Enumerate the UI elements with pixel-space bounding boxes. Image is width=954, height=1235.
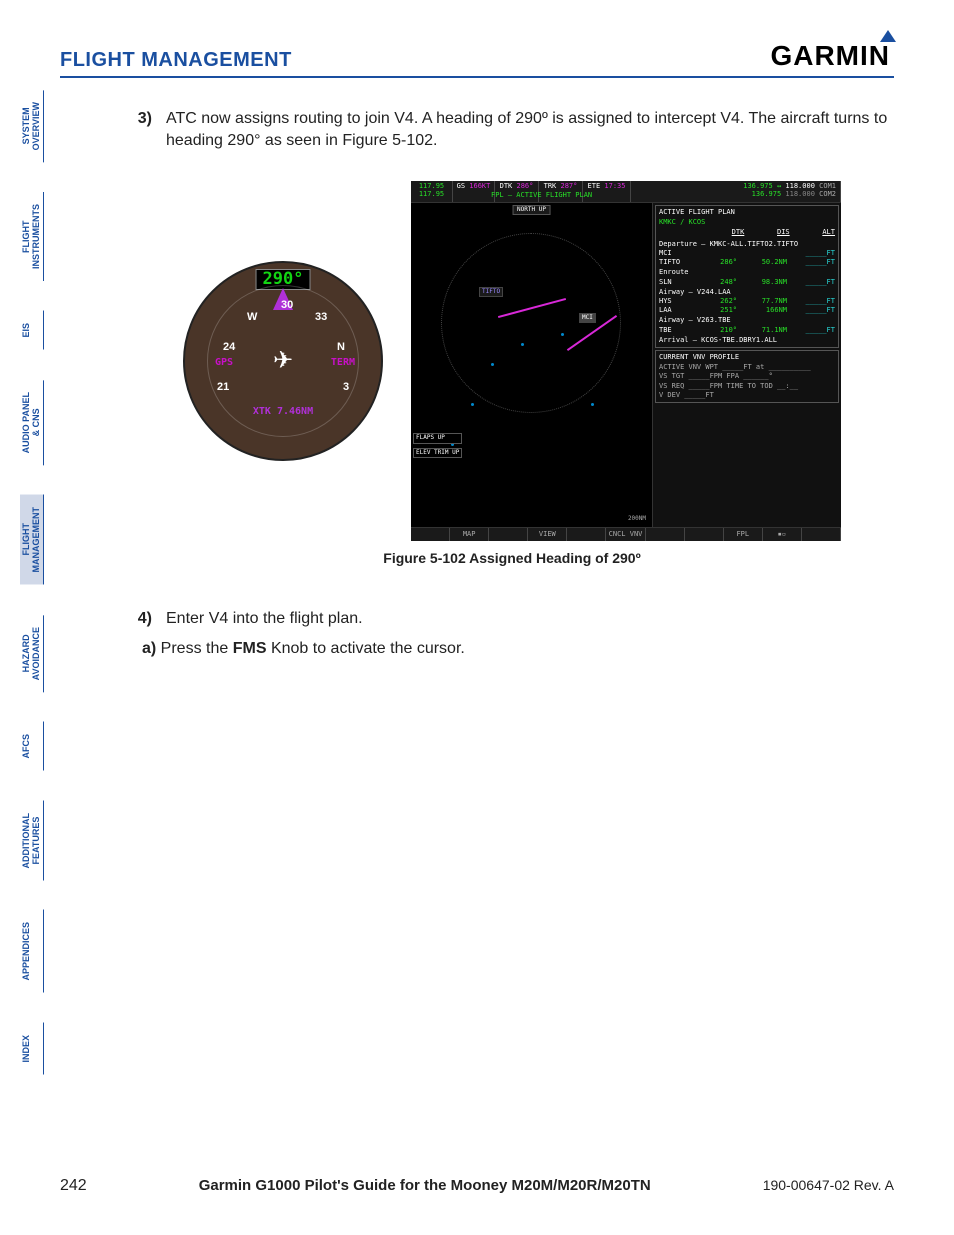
fpl-route: KMKC / KCOS <box>659 218 835 227</box>
section-title: FLIGHT MANAGEMENT <box>60 49 292 72</box>
sidebar-tab[interactable]: SYSTEM OVERVIEW <box>20 90 44 162</box>
page-header: FLIGHT MANAGEMENT GARMIN <box>60 40 894 78</box>
garmin-logo: GARMIN <box>770 40 894 72</box>
softkey[interactable] <box>567 528 606 541</box>
figure-row: 290° ✈ GPS TERM XTK 7.46NM 30 W 33 24 N … <box>130 181 894 541</box>
map-scale: 200NM <box>628 515 646 523</box>
sidebar-tab[interactable]: HAZARD AVOIDANCE <box>20 615 44 692</box>
fpl-row: MCI_____FT <box>659 249 835 258</box>
fpl-row: SLN248°98.3NM_____FT <box>659 278 835 287</box>
softkey-bar: MAP VIEW CNCL VNV FPL ▪▫ <box>411 527 841 541</box>
mfd-map: NORTH UP TIFTO MCI 200NM <box>411 203 653 527</box>
aircraft-icon: ✈ <box>273 345 293 377</box>
step-3: 3) ATC now assigns routing to join V4. A… <box>130 108 894 151</box>
document-title: Garmin G1000 Pilot's Guide for the Moone… <box>199 1177 651 1194</box>
step-text: Enter V4 into the flight plan. <box>166 608 894 630</box>
mfd-page-title: FPL – ACTIVE FLIGHT PLAN <box>491 191 592 200</box>
compass-card: 30 <box>281 299 293 311</box>
sidebar-tab[interactable]: ADDITIONAL FEATURES <box>20 801 44 881</box>
sidebar-tab[interactable]: AUDIO PANEL & CNS <box>20 380 44 465</box>
page-footer: 242 Garmin G1000 Pilot's Guide for the M… <box>60 1177 894 1195</box>
active-fpl-box: ACTIVE FLIGHT PLAN KMKC / KCOS DTK DIS A… <box>655 205 839 348</box>
com-freq: 136.975 ↔ 118.000 COM1 136.975 118.000 C… <box>631 181 841 202</box>
sidebar-tab[interactable]: FLIGHT MANAGEMENT <box>20 495 44 585</box>
hsi-phase: TERM <box>331 357 355 368</box>
hsi-instrument: 290° ✈ GPS TERM XTK 7.46NM 30 W 33 24 N … <box>183 261 383 461</box>
nav-sidebar: SYSTEM OVERVIEW FLIGHT INSTRUMENTS EIS AUDI… <box>20 90 44 1074</box>
step-number: 3) <box>130 108 152 151</box>
softkey-cncl-vnv[interactable]: CNCL VNV <box>606 528 645 541</box>
sidebar-tab[interactable]: AFCS <box>20 722 44 771</box>
softkey[interactable] <box>802 528 841 541</box>
north-up-label: NORTH UP <box>512 205 551 215</box>
step-text: ATC now assigns routing to join V4. A he… <box>166 108 894 151</box>
fpl-departure: Departure – KMKC-ALL.TIFTO2.TIFTO <box>659 239 835 249</box>
compass-card: N <box>337 341 345 353</box>
fpl-airway2: Airway – V263.TBE <box>659 315 835 325</box>
fpl-row: TIFTO286°50.2NM_____FT <box>659 258 835 267</box>
compass-card: W <box>247 311 257 323</box>
softkey[interactable] <box>646 528 685 541</box>
fpl-airway1: Airway – V244.LAA <box>659 287 835 297</box>
softkey[interactable] <box>685 528 724 541</box>
softkey[interactable]: ▪▫ <box>763 528 802 541</box>
fpl-title: ACTIVE FLIGHT PLAN <box>659 208 835 217</box>
hsi-nav-source: GPS <box>215 357 233 368</box>
compass-card: 33 <box>315 311 327 323</box>
waypoint-label: TIFTO <box>479 287 503 297</box>
mfd-databar: 117.95 117.95 GS 166KT DTK 286° TRK 287°… <box>411 181 841 203</box>
softkey[interactable] <box>411 528 450 541</box>
nav-freq: 117.95 117.95 <box>411 181 453 202</box>
fpl-arrival: Arrival – KCOS-TBE.DBRY1.ALL <box>659 335 835 345</box>
sidebar-tab[interactable]: APPENDICES <box>20 910 44 993</box>
flaps-indicator: FLAPS UP ELEV TRIM UP <box>413 433 462 458</box>
waypoint-label: MCI <box>579 313 596 323</box>
fpl-enroute: Enroute <box>659 267 835 277</box>
compass-card: 21 <box>217 381 229 393</box>
fpl-row: HYS262°77.7NM_____FT <box>659 297 835 306</box>
fpl-row: TBE210°71.1NM_____FT <box>659 326 835 335</box>
gs-field: GS 166KT <box>453 181 495 202</box>
figure-caption: Figure 5-102 Assigned Heading of 290º <box>130 549 894 568</box>
mfd-screenshot: 117.95 117.95 GS 166KT DTK 286° TRK 287°… <box>411 181 841 541</box>
sidebar-tab[interactable]: EIS <box>20 311 44 350</box>
compass-card: 24 <box>223 341 235 353</box>
compass-card: 3 <box>343 381 349 393</box>
body-content: 3) ATC now assigns routing to join V4. A… <box>130 108 894 659</box>
vnv-profile-box: CURRENT VNV PROFILE ACTIVE VNV WPT _____… <box>655 350 839 403</box>
sidebar-tab[interactable]: INDEX <box>20 1023 44 1075</box>
softkey-view[interactable]: VIEW <box>528 528 567 541</box>
softkey-map[interactable]: MAP <box>450 528 489 541</box>
fpl-columns: DTK DIS ALT <box>659 227 835 238</box>
softkey[interactable] <box>489 528 528 541</box>
step-number: 4) <box>130 608 152 630</box>
fpl-row: LAA251°166NM_____FT <box>659 306 835 315</box>
sidebar-tab[interactable]: FLIGHT INSTRUMENTS <box>20 192 44 281</box>
flight-plan-panel: ACTIVE FLIGHT PLAN KMKC / KCOS DTK DIS A… <box>653 203 841 527</box>
document-revision: 190-00647-02 Rev. A <box>763 1177 894 1193</box>
hsi-xtk: XTK 7.46NM <box>253 406 313 417</box>
substep-4a: a) Press the FMS Knob to activate the cu… <box>142 638 894 660</box>
softkey-fpl[interactable]: FPL <box>724 528 763 541</box>
page-number: 242 <box>60 1177 87 1195</box>
step-4: 4) Enter V4 into the flight plan. <box>130 608 894 630</box>
